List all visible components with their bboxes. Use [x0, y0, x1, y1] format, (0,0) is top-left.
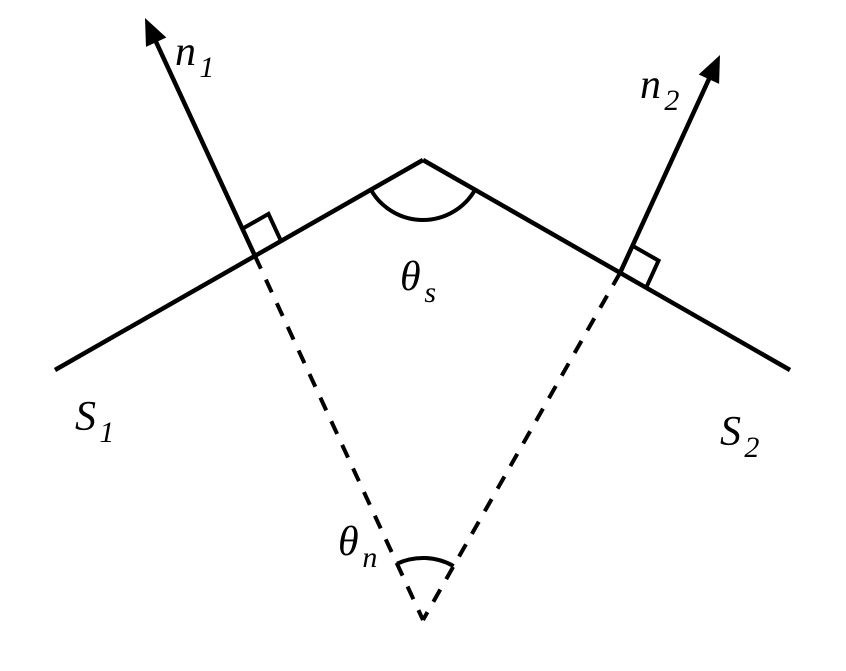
svg-text:S: S — [75, 394, 96, 440]
label-n2: n2 — [640, 62, 679, 117]
label-n1: n1 — [175, 29, 214, 84]
svg-text:n: n — [362, 541, 377, 574]
label-theta-n: θn — [338, 519, 377, 574]
label-theta-s: θs — [400, 254, 436, 309]
svg-text:1: 1 — [99, 416, 114, 449]
svg-text:2: 2 — [664, 84, 679, 117]
svg-text:1: 1 — [199, 51, 214, 84]
label-s2: S2 — [720, 409, 759, 464]
svg-text:n: n — [175, 29, 196, 75]
svg-text:S: S — [720, 409, 741, 455]
svg-text:2: 2 — [744, 431, 759, 464]
svg-text:s: s — [424, 276, 436, 309]
svg-text:n: n — [640, 62, 661, 108]
svg-text:θ: θ — [338, 519, 359, 565]
label-s1: S1 — [75, 394, 114, 449]
svg-text:θ: θ — [400, 254, 421, 300]
